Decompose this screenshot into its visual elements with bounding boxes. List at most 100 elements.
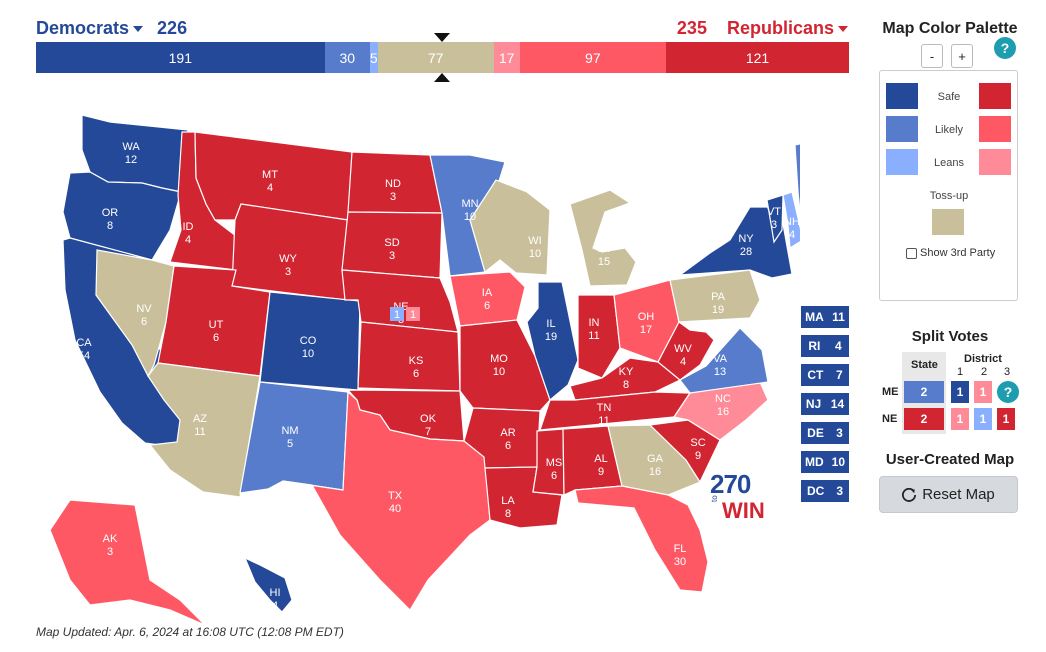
show-3rd-party-checkbox[interactable]: Show 3rd Party <box>906 247 995 259</box>
ne-state-cell[interactable]: 2 <box>904 408 944 430</box>
refresh-icon <box>902 487 917 502</box>
small-state-nj[interactable]: NJ 14 <box>801 393 849 415</box>
ne-district-2-box[interactable] <box>406 307 420 321</box>
state-label-or: OR <box>102 207 119 219</box>
state-label-tn: TN <box>597 402 612 414</box>
swatch-lean-r[interactable] <box>979 149 1011 175</box>
swatch-safe-d[interactable] <box>886 83 918 109</box>
ev-segment-safe-d: 191 <box>36 42 325 73</box>
state-nv[interactable] <box>95 249 175 378</box>
ev-segment-lean-r: 17 <box>493 42 520 73</box>
small-state-ev: 4 <box>834 339 842 353</box>
state-vt[interactable] <box>766 194 784 244</box>
ne-district-2-box-label: 1 <box>410 309 416 321</box>
small-state-md[interactable]: MD 10 <box>801 451 849 473</box>
us-map: WA12OR8CA54NV6ID4MT4WY3UT6AZ11CO10NM5ND3… <box>49 114 800 625</box>
state-ev-al: 9 <box>598 466 604 478</box>
state-me[interactable] <box>794 140 800 240</box>
state-wv[interactable] <box>657 321 715 381</box>
state-ev-ca: 54 <box>78 350 90 362</box>
swatch-lean-d[interactable] <box>886 149 918 175</box>
small-state-abbr: MD <box>804 455 824 469</box>
state-fl[interactable] <box>574 485 709 593</box>
state-label-al: AL <box>594 453 607 465</box>
small-state-ct[interactable]: CT 7 <box>801 364 849 386</box>
zoom-out-button[interactable]: - <box>921 44 943 68</box>
swatch-safe-r[interactable] <box>979 83 1011 109</box>
state-wy[interactable] <box>231 203 349 301</box>
state-ak[interactable] <box>49 499 206 625</box>
state-label-nh: NH <box>784 216 800 228</box>
small-state-abbr: MA <box>805 310 824 324</box>
state-va[interactable] <box>679 327 769 394</box>
me-district-1-cell[interactable]: 1 <box>951 381 969 403</box>
state-label-la: LA <box>501 495 515 507</box>
ne-district-2-cell[interactable]: 1 <box>974 408 992 430</box>
show-3rd-party-label: Show 3rd Party <box>920 247 996 259</box>
state-ev-ky: 8 <box>623 379 629 391</box>
ev-segment-likely-r: 97 <box>519 42 667 73</box>
state-tx[interactable] <box>282 390 491 611</box>
state-ms[interactable] <box>532 428 565 496</box>
small-state-de[interactable]: DE 3 <box>801 422 849 444</box>
state-ev-nm: 5 <box>287 438 293 450</box>
state-hi[interactable] <box>243 556 293 613</box>
270-marker-bottom-icon <box>434 73 450 82</box>
state-ev-hi: 4 <box>272 600 278 612</box>
user-created-map-title: User-Created Map <box>885 451 1015 468</box>
me-state-cell[interactable]: 2 <box>904 381 944 403</box>
ne-district-1-cell[interactable]: 1 <box>951 408 969 430</box>
logo-number: 270 <box>710 469 751 499</box>
zoom-in-button[interactable]: + <box>951 44 973 68</box>
small-state-dc[interactable]: DC 3 <box>801 480 849 502</box>
small-states-list: MA 11 RI 4 CT 7 NJ 14 DE 3 MD 10 DC 3 <box>801 306 849 502</box>
me-district-2-cell[interactable]: 1 <box>974 381 992 403</box>
split-votes-grid: State District 1 2 3 ME 2 1 1 ? NE 2 1 1… <box>880 352 1020 434</box>
state-ny[interactable] <box>677 206 793 279</box>
state-label-va: VA <box>713 353 728 365</box>
rep-party-dropdown[interactable]: Republicans <box>727 18 848 39</box>
small-state-abbr: NJ <box>805 397 822 411</box>
state-ev-ar: 6 <box>505 440 511 452</box>
swatch-likely-d[interactable] <box>886 116 918 142</box>
state-ev-nv: 6 <box>141 316 147 328</box>
palette-help-icon[interactable]: ? <box>994 37 1016 59</box>
state-label-ar: AR <box>500 427 515 439</box>
state-ev-nd: 3 <box>390 191 396 203</box>
reset-map-button[interactable]: Reset Map <box>879 476 1018 513</box>
palette-panel: Safe Likely Leans Toss-up Show 3rd Party <box>879 70 1018 301</box>
swatch-likely-r[interactable] <box>979 116 1011 142</box>
state-az[interactable] <box>147 362 261 498</box>
dem-party-dropdown[interactable]: Democrats <box>36 18 144 39</box>
label-likely: Likely <box>934 124 964 136</box>
checkbox-icon <box>906 247 917 259</box>
state-ev-wy: 3 <box>285 266 291 278</box>
state-ev-ny: 28 <box>740 246 752 258</box>
state-nh[interactable] <box>782 191 800 250</box>
small-state-ri[interactable]: RI 4 <box>801 335 849 357</box>
state-mo[interactable] <box>459 319 551 412</box>
state-sc[interactable] <box>648 419 721 484</box>
state-pa[interactable] <box>669 269 761 323</box>
state-ev-id: 4 <box>185 234 191 246</box>
state-ia[interactable] <box>449 271 526 327</box>
small-state-ma[interactable]: MA 11 <box>801 306 849 328</box>
state-label-ks: KS <box>409 355 424 367</box>
label-leans: Leans <box>934 157 964 169</box>
state-label-sd: SD <box>384 237 399 249</box>
small-state-ev: 10 <box>831 455 845 469</box>
state-wi[interactable] <box>469 179 551 276</box>
ev-segment-safe-r: 121 <box>666 42 849 73</box>
state-label-oh: OH <box>638 311 655 323</box>
state-label-nv: NV <box>136 303 152 315</box>
ne-district-3-cell[interactable]: 1 <box>997 408 1015 430</box>
state-mi[interactable] <box>569 189 637 287</box>
split-votes-help-icon[interactable]: ? <box>997 381 1019 403</box>
state-label-ca: CA <box>76 337 92 349</box>
state-label-ga: GA <box>647 453 664 465</box>
swatch-tossup[interactable] <box>932 209 964 235</box>
ev-segment-likely-d: 30 <box>324 42 370 73</box>
small-state-ev: 3 <box>836 426 843 440</box>
small-state-ev: 7 <box>835 368 843 382</box>
ne-district-1-box[interactable] <box>390 307 404 321</box>
